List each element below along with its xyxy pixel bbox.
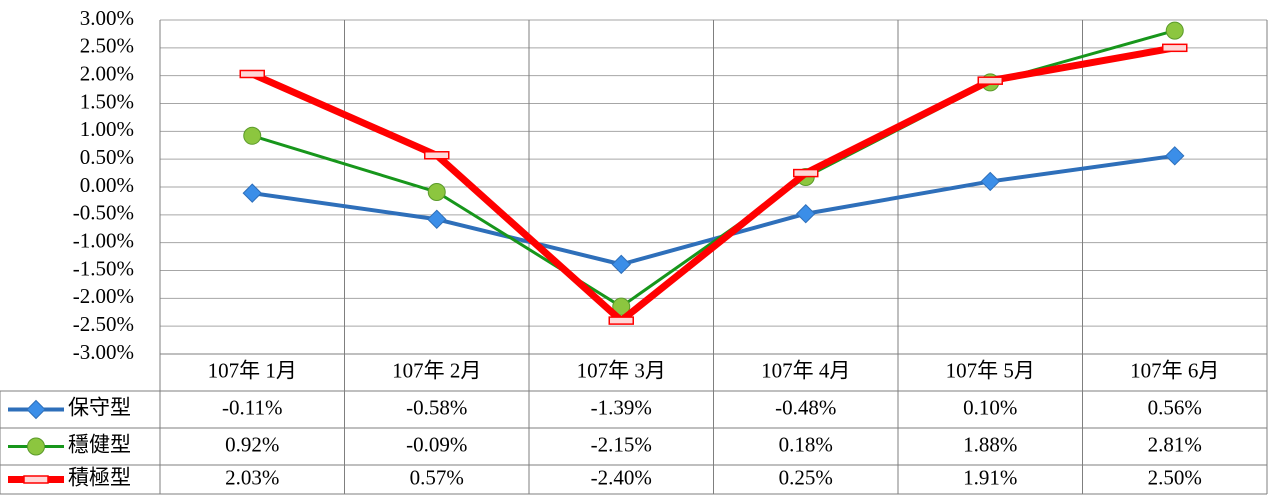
table-value: -0.09%: [406, 432, 467, 456]
marker: [424, 151, 450, 160]
table-value: -1.39%: [591, 395, 652, 419]
table-value: 0.56%: [1148, 395, 1202, 419]
x-tick-label: 107年 1月: [208, 358, 297, 382]
marker: [427, 183, 446, 202]
marker: [27, 437, 45, 456]
marker: [1162, 43, 1188, 53]
y-tick-label: -2.00%: [73, 284, 134, 308]
table-value: -0.11%: [222, 395, 282, 419]
table-value: -2.40%: [591, 465, 652, 489]
marker: [1165, 21, 1184, 40]
y-tick-label: -1.00%: [73, 228, 134, 252]
legend-label: 穩健型: [68, 432, 131, 456]
table-value: 0.25%: [779, 465, 833, 489]
y-tick-label: -2.50%: [73, 312, 134, 336]
marker: [26, 399, 46, 420]
marker: [608, 316, 634, 325]
table-value: -0.48%: [775, 395, 836, 419]
table-value: 0.57%: [410, 465, 464, 489]
y-tick-label: 2.00%: [80, 61, 134, 85]
y-tick-label: -1.50%: [73, 256, 134, 280]
marker: [612, 297, 631, 316]
table-value: 0.92%: [225, 432, 279, 456]
table-value: 0.18%: [779, 432, 833, 456]
y-tick-label: 3.00%: [80, 6, 134, 30]
x-tick-label: 107年 4月: [761, 358, 850, 382]
marker: [793, 168, 819, 178]
y-tick-label: -0.50%: [73, 201, 134, 225]
table-value: 0.10%: [963, 395, 1017, 419]
y-tick-label: 0.50%: [80, 145, 134, 169]
marker: [611, 254, 631, 275]
y-tick-label: -3.00%: [73, 340, 134, 364]
marker: [239, 69, 265, 79]
y-tick-label: 1.50%: [80, 89, 134, 113]
table-value: -2.15%: [591, 432, 652, 456]
x-tick-label: 107年 5月: [946, 358, 1035, 382]
marker: [796, 204, 816, 224]
y-tick-label: 2.50%: [80, 34, 134, 58]
line: [251, 153, 1176, 267]
marker: [1165, 146, 1185, 166]
table-value: 2.03%: [225, 465, 279, 489]
table-value: 2.50%: [1148, 465, 1202, 489]
marker: [243, 126, 262, 145]
marker: [23, 475, 49, 484]
x-tick-label: 107年 2月: [392, 358, 481, 382]
legend-label: 積極型: [68, 465, 131, 489]
line: [250, 44, 1176, 325]
marker: [977, 76, 1003, 85]
legend-label: 保守型: [68, 395, 131, 419]
marker: [427, 209, 447, 229]
y-tick-label: 0.00%: [80, 173, 134, 197]
table-value: 2.81%: [1148, 432, 1202, 456]
table-value: 1.91%: [963, 465, 1017, 489]
table-value: 1.88%: [963, 432, 1017, 456]
marker: [242, 183, 262, 203]
x-tick-label: 107年 3月: [577, 358, 666, 382]
x-tick-label: 107年 6月: [1130, 358, 1219, 382]
marker: [980, 171, 1000, 192]
table-value: -0.58%: [406, 395, 467, 419]
y-tick-label: 1.00%: [80, 117, 134, 141]
